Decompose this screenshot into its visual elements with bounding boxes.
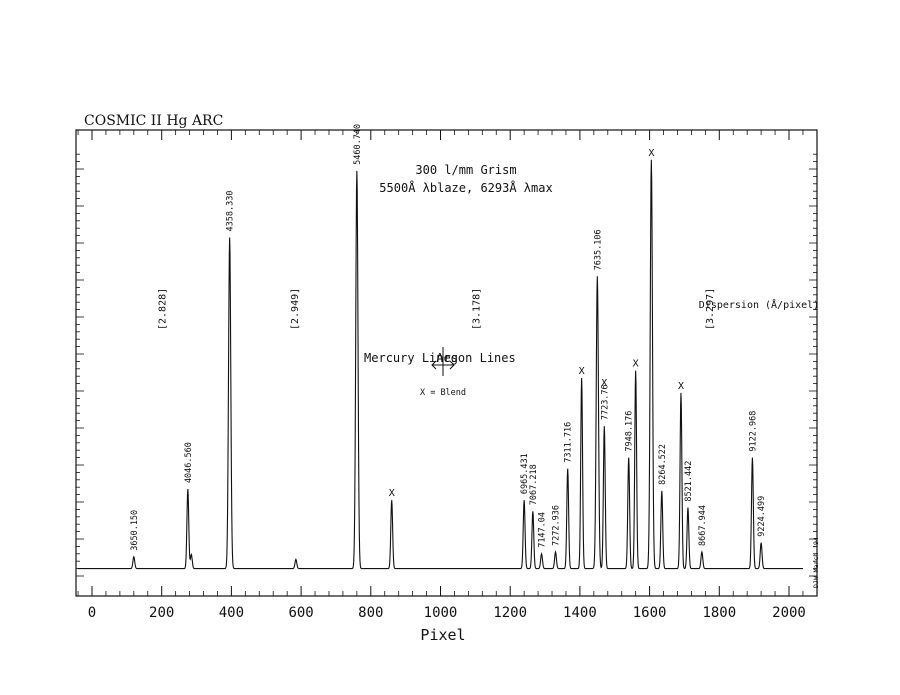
blend-marker: X	[389, 488, 395, 499]
line-label: 7272.936	[552, 505, 562, 546]
line-label: 4046.560	[184, 442, 194, 483]
grism-line-1: 300 l/mm Grism	[415, 163, 516, 177]
line-label: 7723.76	[600, 384, 610, 420]
dispersion-value: [3.297]	[705, 288, 716, 330]
dispersion-label: Dispersion (Å/pixel)	[699, 298, 819, 311]
dispersion-values: [2.828] [2.949] [3.178] [3.297]	[158, 288, 716, 330]
blend-marker: X	[648, 148, 654, 159]
line-label: 9122.968	[748, 411, 758, 452]
dispersion-value: [3.178]	[471, 288, 482, 330]
signature: DJW March '94	[812, 537, 820, 588]
x-tick-label: 0	[88, 605, 96, 621]
line-label: 7311.716	[564, 422, 574, 463]
blend-key: X = Blend	[420, 388, 466, 398]
line-label: 8667.944	[698, 505, 708, 546]
x-tick-label: 600	[288, 605, 313, 621]
divider-arrows-icon	[431, 347, 455, 376]
x-tick-label: 2000	[772, 605, 806, 621]
line-label: 8521.442	[684, 461, 694, 502]
spectrum-line	[78, 159, 803, 570]
line-label: 3650.150	[130, 510, 140, 551]
blend-marker: X	[601, 378, 607, 389]
axis-ticks	[76, 130, 817, 596]
line-label: 7635.106	[593, 229, 603, 270]
dispersion-value: [2.828]	[158, 288, 169, 330]
line-label: 8264.522	[658, 444, 668, 485]
line-label: 6965.431	[520, 453, 530, 494]
x-tick-label: 200	[149, 605, 174, 621]
plot-frame	[75, 129, 818, 597]
blend-marker: X	[633, 359, 639, 370]
x-tick-label: 800	[358, 605, 383, 621]
mercury-lines-label: Mercury Lines	[364, 351, 458, 365]
line-label: 4358.330	[226, 190, 236, 231]
blend-marker: X	[678, 381, 684, 392]
argon-lines-label: Argon Lines	[436, 351, 515, 365]
dispersion-value: [2.949]	[290, 288, 301, 330]
x-tick-label: 1800	[702, 605, 736, 621]
grism-line-2: 5500Å λblaze, 6293Å λmax	[379, 180, 552, 195]
line-label: 9224.499	[757, 496, 767, 537]
blend-marker: X	[579, 366, 585, 377]
x-tick-label: 1000	[424, 605, 458, 621]
x-tick-labels: 0 200 400 600 800 1000 1200 1400 1600 1800 2000	[88, 605, 806, 621]
blend-markers: X X X X X X	[389, 148, 684, 499]
x-tick-label: 1400	[563, 605, 597, 621]
line-label: 7147.04	[538, 512, 548, 548]
x-tick-label: 1600	[633, 605, 667, 621]
x-tick-label: 400	[219, 605, 244, 621]
line-labels: 3650.150 4046.560 4358.330 5460.740 6965.431…	[130, 124, 767, 551]
x-axis-label: Pixel	[420, 626, 465, 644]
chart-title: COSMIC II Hg ARC	[84, 113, 223, 129]
x-tick-label: 1200	[493, 605, 527, 621]
line-label: 7948.176	[625, 411, 635, 452]
line-label: 7067.218	[529, 464, 539, 505]
line-label: 5460.740	[353, 124, 363, 165]
